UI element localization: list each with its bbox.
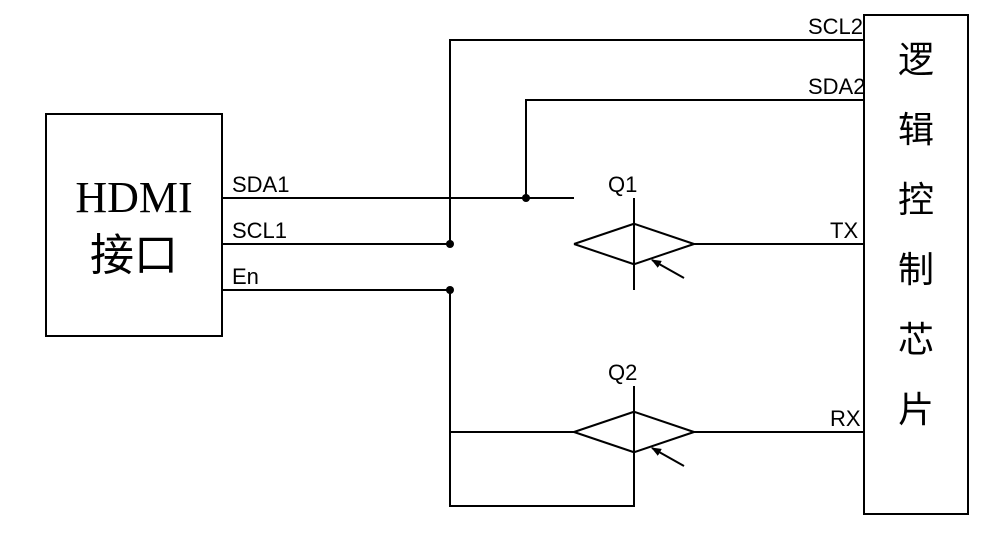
logic-control-chip-label-char-2: 控 (898, 180, 934, 220)
logic-control-chip-label: 逻辑控制芯片 (898, 40, 934, 430)
wire-q2-collector-to-scl1branch (450, 290, 574, 432)
node-en_tap (446, 286, 454, 294)
logic-control-chip-label-char-0: 逻 (898, 40, 934, 80)
pin-label-tx: TX (830, 218, 858, 243)
transistor-q2-label: Q2 (608, 360, 637, 385)
pin-label-en: En (232, 264, 259, 289)
circuit-diagram: HDMI 接口 逻辑控制芯片 SDA1 SCL1 En SCL2 SDA2 TX… (0, 0, 1000, 539)
hdmi-interface-block (46, 114, 222, 336)
logic-control-chip-label-char-5: 片 (898, 390, 934, 430)
transistor-q2 (574, 386, 694, 478)
wire-scl1-to-scl2 (222, 40, 864, 244)
pin-label-scl1: SCL1 (232, 218, 287, 243)
node-scl1_tap (446, 240, 454, 248)
node-sda1_tap (522, 194, 530, 202)
pin-label-sda2: SDA2 (808, 74, 865, 99)
logic-control-chip-label-char-4: 芯 (898, 320, 934, 360)
junction-nodes (446, 194, 530, 294)
hdmi-interface-label-line-0: HDMI (75, 173, 192, 222)
transistor-q1-label: Q1 (608, 172, 637, 197)
wire-en-line (222, 290, 634, 506)
pin-label-scl2: SCL2 (808, 14, 863, 39)
hdmi-interface-label-line-1: 接口 (90, 231, 178, 280)
logic-control-chip-label-char-1: 辑 (898, 110, 934, 150)
wire-sda1-to-sda2 (222, 100, 864, 198)
pin-label-rx: RX (830, 406, 861, 431)
wires (222, 40, 864, 506)
pin-label-sda1: SDA1 (232, 172, 289, 197)
logic-control-chip-label-char-3: 制 (898, 250, 934, 290)
transistor-q1 (574, 198, 694, 290)
